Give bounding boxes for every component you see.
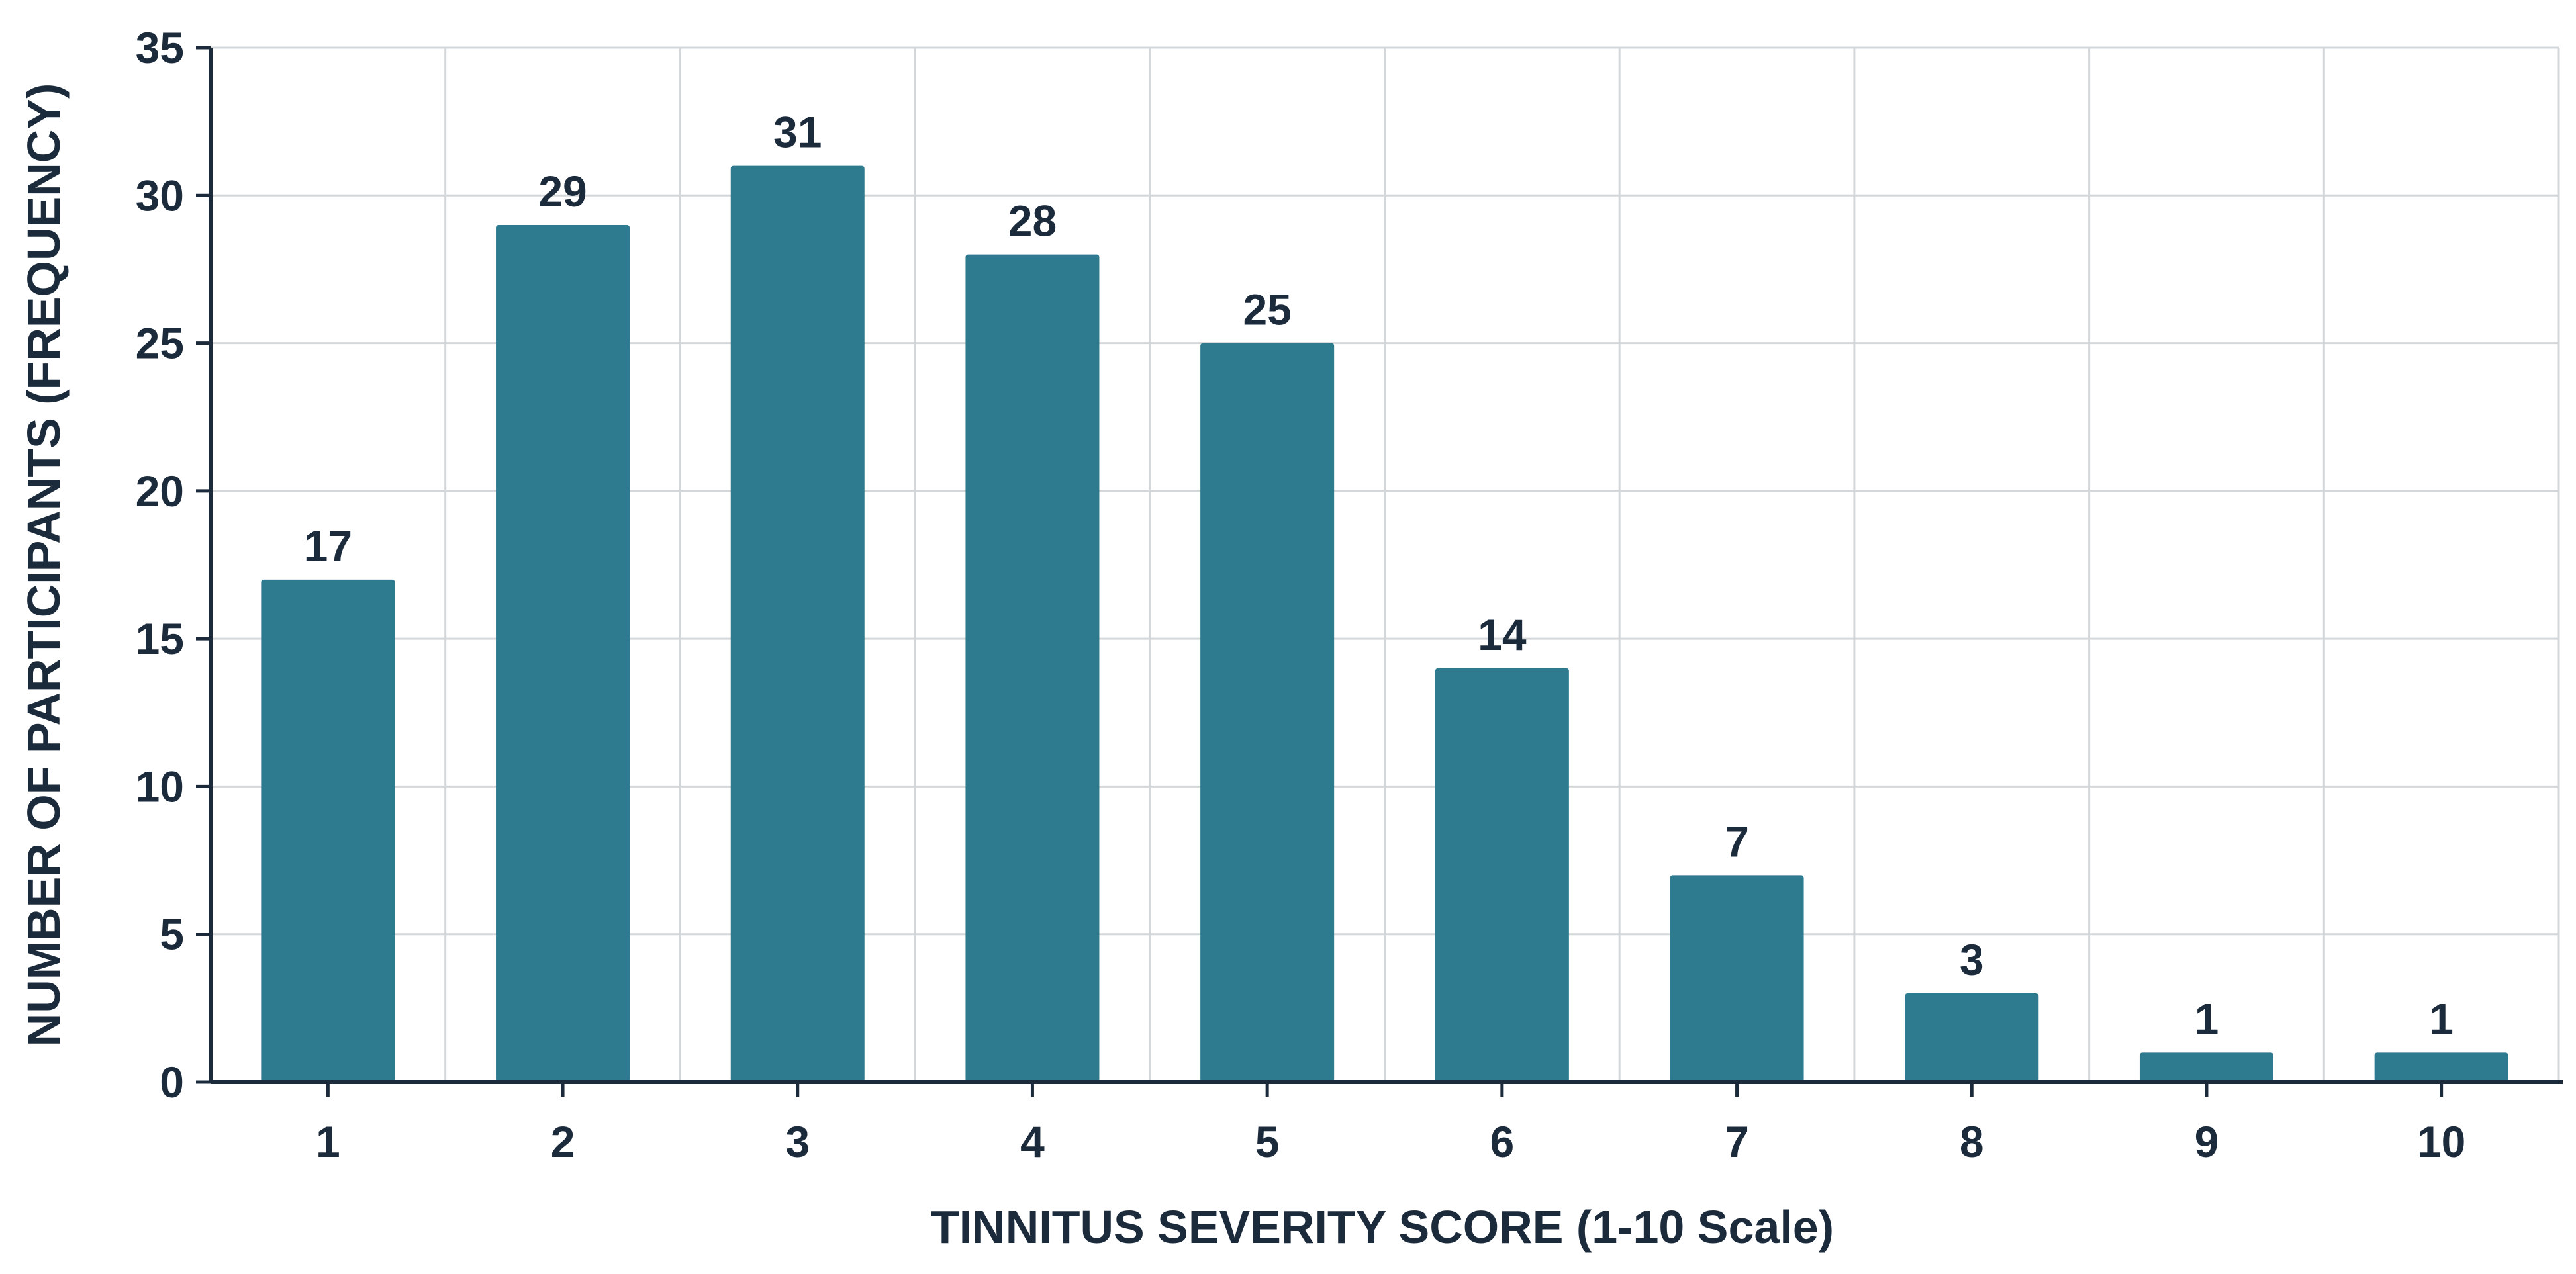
tick-labels: 1 2 3 4 5 6 7 8 9 10 0 5 10 15 20 25 30 35 <box>136 23 2466 1166</box>
data-label-3: 31 <box>773 108 822 157</box>
x-tick-label-6: 6 <box>1490 1117 1514 1166</box>
bar-4 <box>965 254 1100 1083</box>
bar-5 <box>1200 343 1335 1082</box>
x-tick-label-1: 1 <box>316 1117 340 1166</box>
bar-8 <box>1905 993 2039 1082</box>
data-label-5: 25 <box>1243 285 1291 334</box>
x-axis-title: TINNITUS SEVERITY SCORE (1-10 Scale) <box>931 1201 1834 1253</box>
bar-10 <box>2374 1052 2508 1082</box>
data-label-4: 28 <box>1008 197 1057 246</box>
data-label-2: 29 <box>538 167 587 216</box>
data-label-10: 1 <box>2429 994 2454 1043</box>
bar-2 <box>496 224 630 1082</box>
y-tick-label-35: 35 <box>136 23 184 72</box>
bar-9 <box>2139 1052 2273 1082</box>
bar-7 <box>1670 875 1804 1082</box>
y-tick-label-10: 10 <box>136 762 184 811</box>
x-tick-label-2: 2 <box>551 1117 575 1166</box>
y-axis-title: NUMBER OF PARTICIPANTS (FREQUENCY) <box>18 83 70 1047</box>
x-tick-label-10: 10 <box>2417 1117 2465 1166</box>
x-tick-label-5: 5 <box>1255 1117 1280 1166</box>
data-label-7: 7 <box>1725 817 1749 866</box>
data-label-1: 17 <box>304 522 352 570</box>
y-tick-label-15: 15 <box>136 614 184 663</box>
x-tick-label-4: 4 <box>1020 1117 1045 1166</box>
axes <box>196 46 2563 1097</box>
bar-1 <box>261 579 395 1082</box>
data-label-8: 3 <box>1960 935 1984 984</box>
data-label-6: 14 <box>1478 610 1527 659</box>
x-tick-label-8: 8 <box>1960 1117 1984 1166</box>
y-tick-label-5: 5 <box>160 910 184 959</box>
x-tick-label-3: 3 <box>785 1117 810 1166</box>
bar-3 <box>730 165 865 1083</box>
x-tick-label-9: 9 <box>2195 1117 2219 1166</box>
y-tick-label-0: 0 <box>160 1058 184 1107</box>
y-tick-label-20: 20 <box>136 467 184 516</box>
data-label-9: 1 <box>2195 994 2219 1043</box>
y-tick-label-30: 30 <box>136 171 184 220</box>
bars <box>261 165 2508 1083</box>
y-tick-label-25: 25 <box>136 319 184 368</box>
bar-6 <box>1435 668 1569 1082</box>
x-tick-label-7: 7 <box>1725 1117 1749 1166</box>
